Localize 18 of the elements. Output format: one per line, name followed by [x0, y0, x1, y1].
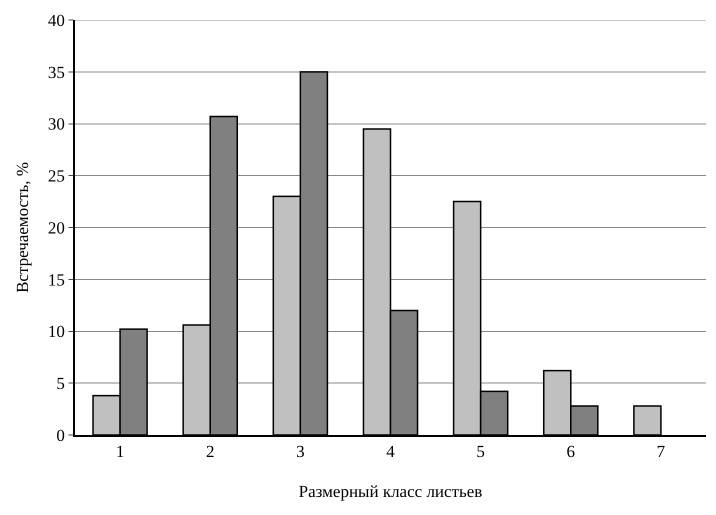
x-tick-label: 7	[656, 442, 666, 462]
x-tick-label: 4	[386, 442, 396, 462]
y-tick-label: 15	[48, 270, 65, 290]
y-axis-title: Встречаемость, %	[12, 162, 32, 293]
x-tick-label: 1	[116, 442, 124, 462]
y-tick-label: 10	[48, 322, 65, 342]
x-tick-label: 6	[566, 442, 576, 462]
x-axis-title: Размерный класс листьев	[298, 482, 482, 502]
y-tick-label: 25	[48, 166, 65, 186]
y-tick-label: 35	[48, 62, 65, 82]
y-tick-label: 20	[48, 218, 65, 238]
x-tick-label: 5	[476, 442, 485, 462]
x-tick-label: 3	[296, 442, 305, 462]
y-tick-label: 30	[48, 114, 65, 134]
y-tick-label: 0	[56, 426, 65, 445]
x-tick-label: 2	[206, 442, 214, 462]
y-tick-label: 40	[48, 10, 65, 30]
y-tick-label: 5	[56, 374, 65, 394]
